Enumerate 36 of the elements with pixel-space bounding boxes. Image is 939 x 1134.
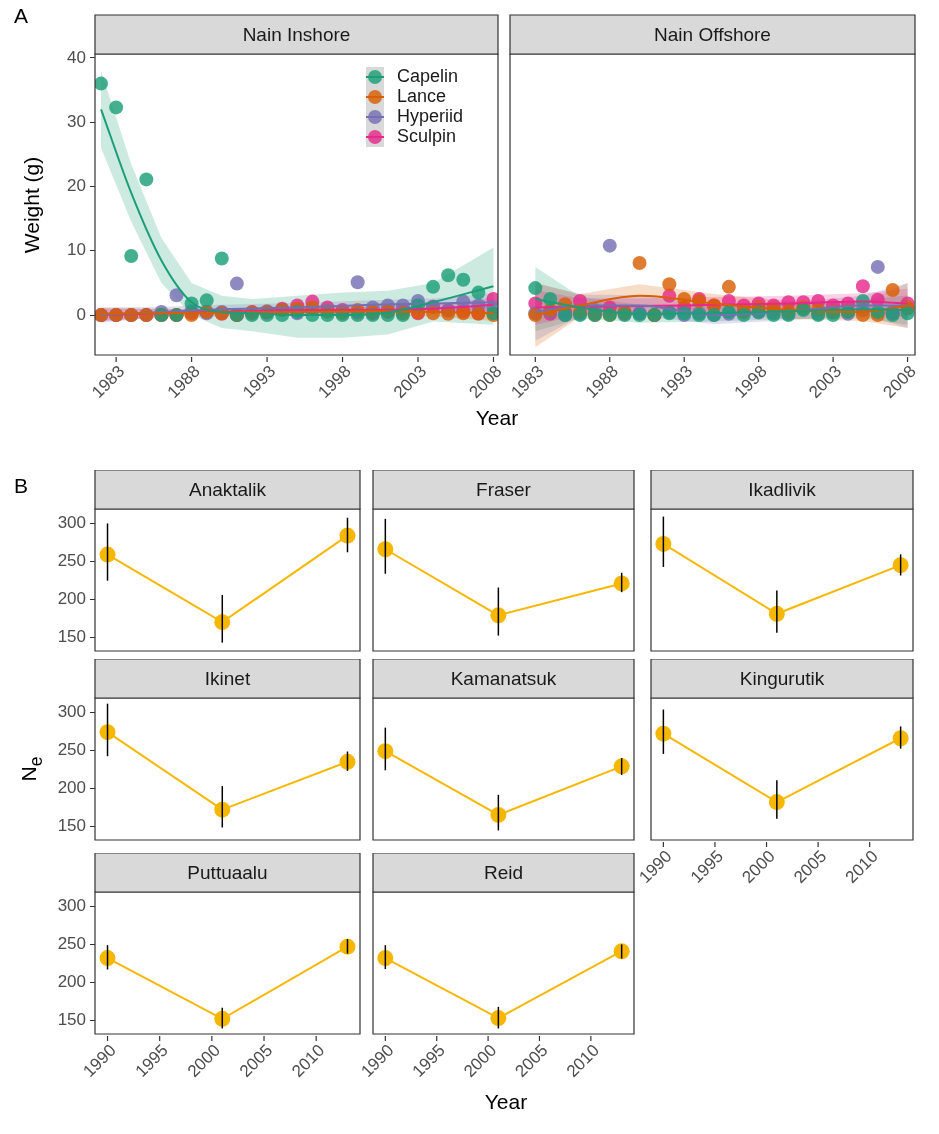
- y-tick-label: 10: [67, 240, 86, 260]
- text: A: [14, 4, 29, 28]
- chart-title: Ikadlivik: [748, 478, 817, 500]
- legend-label: Sculpin: [397, 125, 457, 146]
- y-tick-label: 250: [57, 934, 86, 954]
- legend-label: Lance: [397, 85, 447, 106]
- y-tick-label: 40: [67, 47, 86, 67]
- chart-title: Ikinet: [204, 667, 251, 689]
- legend-label: Capelin: [397, 65, 459, 86]
- y-tick-label: 200: [57, 778, 86, 798]
- y-tick-label: 250: [57, 740, 86, 760]
- x-axis-title: Year: [475, 406, 519, 430]
- x-axis-title: Year: [484, 1090, 528, 1114]
- y-tick-label: 300: [57, 702, 86, 722]
- chart-title: Nain Inshore: [242, 23, 351, 45]
- y-tick-label: 30: [67, 111, 86, 131]
- y-tick-label: 250: [57, 551, 86, 571]
- chart-title: Fraser: [476, 478, 532, 500]
- y-tick-label: 20: [67, 176, 86, 196]
- y-tick-label: 200: [57, 972, 86, 992]
- chart-title: Puttuaalu: [187, 861, 268, 883]
- y-tick-label: 150: [57, 627, 86, 647]
- y-tick-label: 150: [57, 1010, 86, 1030]
- y-tick-label: 300: [57, 513, 86, 533]
- chart-title: Kingurutik: [739, 667, 825, 689]
- chart-title: Nain Offshore: [654, 23, 771, 45]
- y-tick-label: 300: [57, 896, 86, 916]
- y-tick-label: 150: [57, 816, 86, 836]
- text: B: [14, 474, 29, 498]
- chart-title: Reid: [483, 861, 524, 883]
- chart-title: Kamanatsuk: [450, 667, 557, 689]
- chart-title: Anaktalik: [188, 478, 267, 500]
- y-axis-title: Weight (g): [20, 156, 44, 253]
- y-tick-label: 200: [57, 589, 86, 609]
- legend-label: Hyperiid: [397, 105, 464, 126]
- y-tick-label: 0: [76, 304, 86, 324]
